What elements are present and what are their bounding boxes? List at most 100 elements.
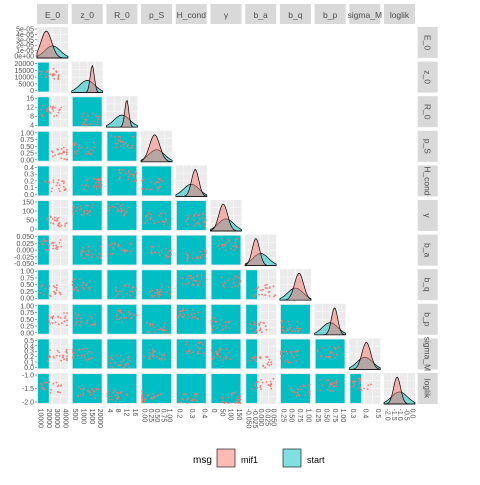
density-mif1 bbox=[210, 203, 242, 232]
mif1-point bbox=[332, 390, 335, 392]
mif1-point bbox=[234, 241, 236, 244]
mif1-point bbox=[221, 324, 223, 327]
mif1-point bbox=[57, 217, 60, 219]
mif1-point bbox=[223, 286, 226, 289]
mif1-point bbox=[135, 314, 138, 317]
mif1-point bbox=[114, 389, 116, 392]
mif1-point bbox=[161, 220, 164, 223]
mif1-point bbox=[121, 203, 124, 206]
mif1-point bbox=[119, 140, 122, 143]
mif1-point bbox=[157, 177, 160, 180]
mif1-point bbox=[118, 171, 121, 174]
mif1-point bbox=[150, 216, 152, 219]
mif1-point bbox=[262, 288, 264, 291]
mif1-point bbox=[42, 104, 44, 107]
mif1-point bbox=[44, 180, 46, 183]
density-mif1 bbox=[314, 307, 346, 336]
mif1-point bbox=[217, 244, 220, 247]
mif1-point bbox=[55, 354, 58, 357]
mif1-point bbox=[60, 106, 63, 109]
mif1-point bbox=[156, 289, 159, 292]
mif1-point bbox=[116, 318, 118, 321]
panel-loglik-vs-loglik bbox=[383, 373, 416, 405]
mif1-point bbox=[152, 355, 155, 358]
mif1-point bbox=[132, 286, 135, 288]
mif1-point bbox=[238, 277, 240, 279]
panel-loglik-vs-p_S bbox=[141, 373, 173, 404]
mif1-point bbox=[152, 219, 155, 222]
mif1-point bbox=[189, 277, 192, 280]
mif1-point bbox=[159, 393, 162, 395]
mif1-point bbox=[123, 209, 125, 211]
mif1-point bbox=[82, 392, 85, 395]
mif1-point bbox=[227, 279, 230, 282]
mif1-point bbox=[227, 402, 230, 404]
column-tick-label: 0.25 bbox=[314, 409, 321, 423]
mif1-point bbox=[210, 323, 213, 325]
mif1-point bbox=[123, 248, 126, 251]
mif1-point bbox=[192, 276, 195, 279]
mif1-point bbox=[253, 358, 256, 361]
start-region bbox=[107, 270, 137, 300]
mif1-point bbox=[112, 247, 115, 250]
row-tick-labels: 5e-054e-053e-052e-051e-050e+002000015000… bbox=[14, 27, 37, 407]
mif1-point bbox=[134, 170, 137, 173]
row-strip-label: p_S bbox=[423, 139, 433, 154]
column-tick-label: 20000 bbox=[96, 409, 103, 429]
column-tick-label: 0 bbox=[210, 409, 217, 413]
mif1-point bbox=[135, 289, 137, 291]
mif1-point bbox=[359, 380, 361, 383]
column-tick-label: 0.25 bbox=[147, 409, 154, 423]
panel-sigma_M-vs-γ bbox=[210, 338, 242, 370]
start-region bbox=[246, 270, 258, 300]
mif1-point bbox=[81, 115, 84, 118]
column-tick-label: 0.75 bbox=[296, 409, 303, 423]
mif1-point bbox=[232, 245, 235, 248]
mif1-point bbox=[239, 398, 242, 401]
mif1-point bbox=[118, 209, 120, 212]
mif1-point bbox=[64, 225, 66, 227]
mif1-point bbox=[191, 284, 194, 287]
mif1-point bbox=[332, 353, 335, 355]
mif1-point bbox=[203, 225, 206, 227]
mif1-point bbox=[56, 148, 59, 151]
mif1-point bbox=[66, 357, 68, 360]
row-tick-label: 0.50 bbox=[20, 317, 34, 324]
mif1-point bbox=[129, 173, 131, 176]
panel-b_a-vs-b_a bbox=[244, 234, 277, 266]
mif1-point bbox=[41, 243, 44, 246]
start-region bbox=[38, 62, 49, 92]
panel-b_q-vs-γ bbox=[210, 269, 242, 301]
mif1-point bbox=[195, 280, 198, 282]
mif1-point bbox=[165, 291, 168, 294]
column-strip-7 bbox=[279, 4, 311, 24]
mif1-point bbox=[147, 212, 150, 215]
mif1-point bbox=[366, 388, 369, 390]
mif1-point bbox=[164, 329, 167, 332]
column-tick-label: 1000 bbox=[80, 409, 87, 425]
mif1-point bbox=[267, 361, 270, 364]
mif1-point bbox=[59, 190, 61, 193]
mif1-point bbox=[145, 188, 148, 191]
row-strip-label: H_cond bbox=[423, 166, 433, 196]
mif1-point bbox=[198, 217, 201, 220]
panel-loglik-vs-R_0 bbox=[106, 373, 138, 404]
mif1-point bbox=[128, 359, 131, 362]
panel-b_a-vs-R_0 bbox=[106, 234, 138, 266]
mif1-point bbox=[65, 151, 68, 154]
row-tick-label: 0.75 bbox=[20, 310, 34, 317]
row-tick-label: 0.0 bbox=[24, 192, 34, 199]
row-tick-label: 0.1 bbox=[24, 185, 34, 192]
mif1-point bbox=[53, 219, 56, 222]
mif1-point bbox=[280, 352, 282, 355]
mif1-point bbox=[296, 327, 299, 330]
mif1-point bbox=[204, 252, 207, 255]
mif1-point bbox=[259, 327, 262, 329]
mif1-point bbox=[223, 243, 226, 246]
mif1-point bbox=[128, 366, 131, 369]
mif1-point bbox=[115, 354, 118, 357]
mif1-point bbox=[198, 223, 201, 225]
mif1-point bbox=[115, 315, 118, 318]
mif1-point bbox=[43, 382, 46, 384]
mif1-point bbox=[66, 355, 68, 358]
